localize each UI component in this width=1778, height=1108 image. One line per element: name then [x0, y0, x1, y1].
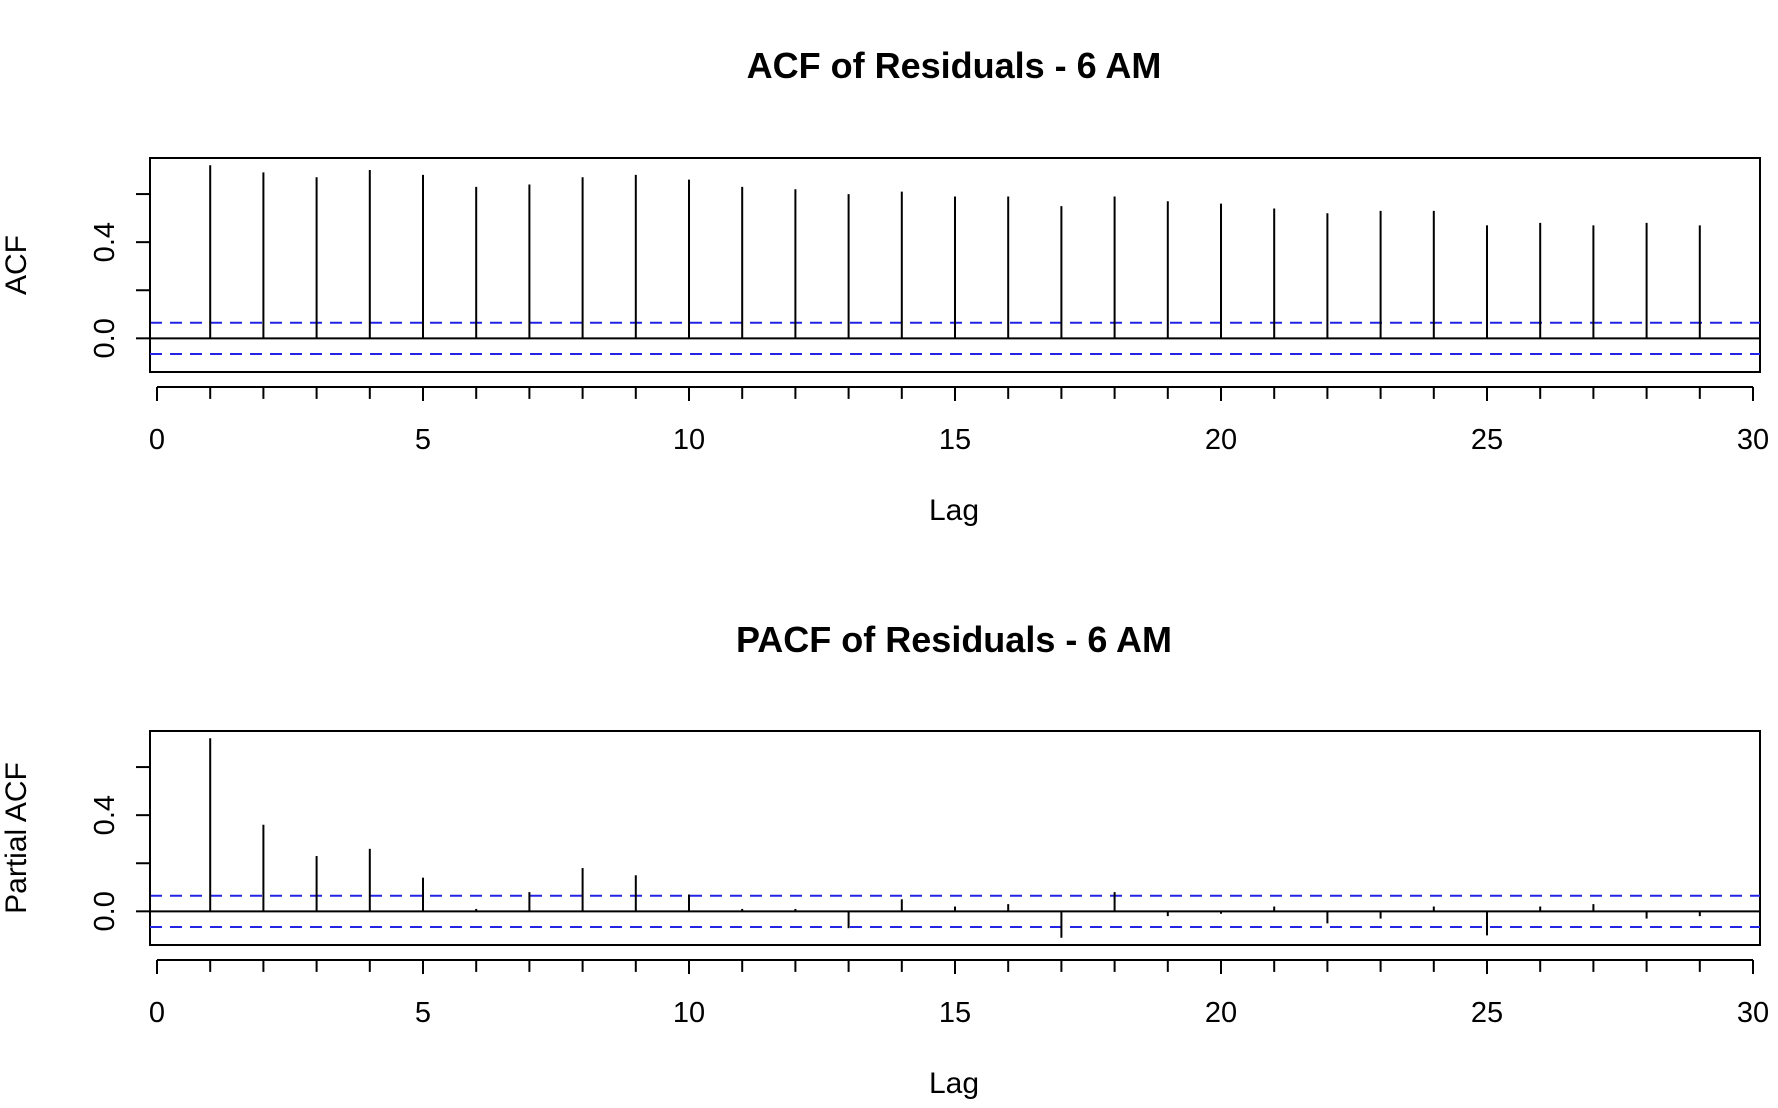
pacf-x-tick-label: 15 [939, 997, 971, 1029]
pacf-panel: PACF of Residuals - 6 AM 0 5 10 15 20 25 30 0.0… [0, 619, 1769, 1100]
pacf-x-tick-label: 0 [149, 997, 165, 1029]
acf-x-tick-label: 0 [149, 424, 165, 456]
pacf-x-tick-label: 5 [415, 997, 431, 1029]
acf-y-tick-label: 0.4 [89, 222, 121, 262]
pacf-y-tick-label: 0.0 [89, 891, 121, 931]
pacf-x-axis-label: Lag [929, 1067, 979, 1100]
acf-x-tick-label: 20 [1205, 424, 1237, 456]
acf-x-tick-label: 10 [673, 424, 705, 456]
acf-x-tick-label: 15 [939, 424, 971, 456]
acf-x-axis-label: Lag [929, 494, 979, 527]
pacf-plot-marks: 0 5 10 15 20 25 30 0.0 0.4 [89, 738, 1769, 1029]
acf-y-axis-label: ACF [0, 235, 33, 295]
acf-x-tick-label: 5 [415, 424, 431, 456]
pacf-title: PACF of Residuals - 6 AM [736, 619, 1172, 660]
pacf-x-tick-label: 10 [673, 997, 705, 1029]
pacf-y-axis-label: Partial ACF [0, 762, 33, 914]
acf-x-tick-label: 25 [1471, 424, 1503, 456]
acf-x-tick-label: 30 [1737, 424, 1769, 456]
pacf-x-tick-label: 20 [1205, 997, 1237, 1029]
pacf-plot-frame [149, 730, 1761, 946]
acf-plot-marks: 0 5 10 15 20 25 30 0.0 0.4 [89, 165, 1769, 456]
pacf-y-tick-label: 0.4 [89, 795, 121, 835]
pacf-x-tick-label: 25 [1471, 997, 1503, 1029]
acf-title: ACF of Residuals - 6 AM [747, 45, 1162, 86]
acf-y-tick-label: 0.0 [89, 318, 121, 358]
acf-panel: ACF of Residuals - 6 AM 0 5 10 15 20 25 300.00… [0, 45, 1769, 527]
pacf-x-tick-label: 30 [1737, 997, 1769, 1029]
